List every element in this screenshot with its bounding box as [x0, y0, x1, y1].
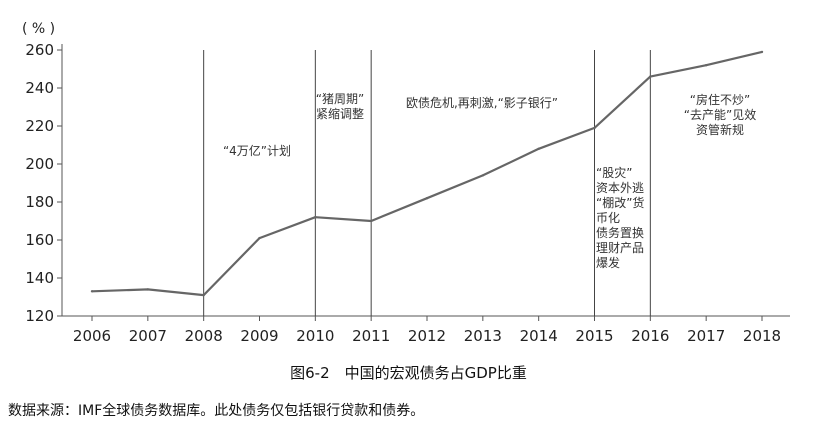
data-point [425, 197, 429, 200]
y-tick-label: 260 [25, 41, 54, 59]
y-tick-label: 180 [25, 193, 54, 211]
annotation-text: “4万亿”计划 [223, 143, 291, 158]
line-chart: 120 140 160 180 200 220 240 260 ( % ) 2006 2007 200… [22, 21, 790, 345]
y-tick-label: 240 [25, 79, 54, 97]
figure-caption: 图6-2 中国的宏观债务占GDP比重 [290, 364, 527, 382]
x-tick-label: 2018 [743, 327, 781, 345]
y-axis-unit-label: ( % ) [22, 21, 55, 37]
annotation-text: 理财产品 [596, 241, 644, 255]
x-tick-label: 2010 [296, 327, 334, 345]
annotation-text: “股灾” [596, 165, 632, 180]
y-tick-label: 140 [25, 269, 54, 287]
x-tick-label: 2017 [687, 327, 725, 345]
x-tick-label: 2011 [352, 327, 390, 345]
annotation-text: 债务置换 [596, 225, 644, 240]
data-point [593, 126, 596, 130]
data-point [537, 147, 540, 150]
data-point [258, 236, 261, 240]
x-tick-label: 2016 [631, 327, 669, 345]
data-point [202, 293, 205, 297]
annotation-text: “去产能”见效 [684, 107, 756, 122]
series-line [91, 50, 763, 297]
annotation-text: 币化 [596, 211, 620, 225]
data-point [704, 63, 708, 67]
x-tick-label: 2013 [464, 327, 502, 345]
data-point [90, 290, 94, 293]
data-point [146, 288, 150, 291]
x-tick-label: 2006 [73, 327, 111, 345]
x-tick-label: 2007 [129, 327, 167, 345]
data-point [760, 50, 764, 54]
annotation-text: 资管新规 [696, 122, 744, 137]
x-tick-label: 2015 [575, 327, 613, 345]
x-tick-label: 2008 [185, 327, 223, 345]
annotation-text: 爆发 [596, 255, 620, 270]
y-tick-label: 200 [25, 155, 54, 173]
annotation-text: “房住不炒” [690, 92, 750, 107]
annotation-text: “棚改”货 [596, 195, 644, 210]
x-tick-label: 2009 [240, 327, 278, 345]
data-source-note: 数据来源：IMF全球债务数据库。此处债务仅包括银行贷款和债券。 [8, 403, 425, 419]
data-point [481, 174, 485, 177]
y-tick-label: 120 [25, 307, 54, 325]
y-tick-label: 160 [25, 231, 54, 249]
annotation-text: 紧缩调整 [316, 106, 364, 121]
data-point [314, 216, 317, 219]
x-tick-label: 2012 [408, 327, 446, 345]
data-point [369, 219, 373, 223]
x-tick-label: 2014 [520, 327, 558, 345]
data-point [649, 75, 652, 78]
annotation-text: 欧债危机,再刺激,“影子银行” [406, 96, 558, 110]
y-tick-label: 220 [25, 117, 54, 135]
annotation-text: “猪周期” [316, 92, 364, 106]
annotation-text: 资本外逃 [596, 181, 644, 195]
